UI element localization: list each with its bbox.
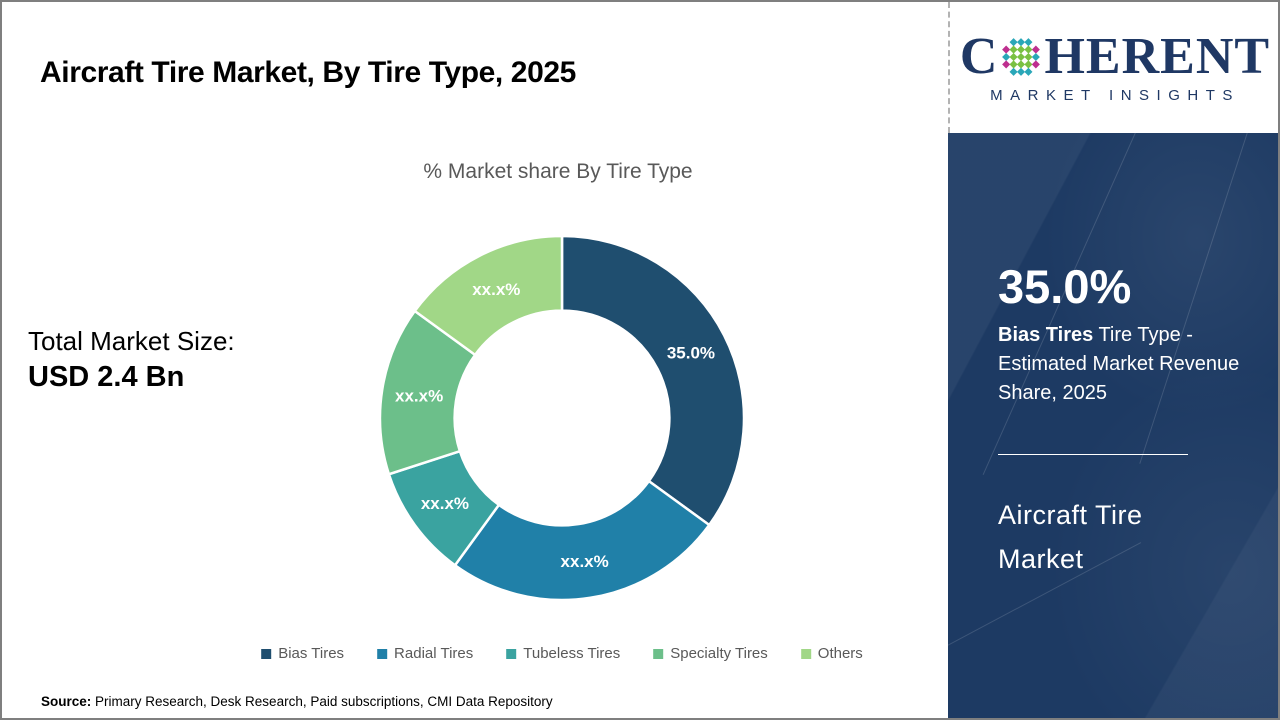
globe-dot (1009, 60, 1019, 69)
legend-label: Others (817, 645, 863, 662)
legend-label: Tubeless Tires (523, 645, 621, 662)
brand-logo-wordmark: C HERENT (960, 31, 1270, 83)
globe-dot (1009, 38, 1019, 47)
source-label: Source: (41, 694, 92, 709)
globe-dot (1032, 60, 1041, 69)
globe-dot (1002, 52, 1011, 62)
legend-swatch-icon (377, 648, 388, 659)
legend-swatch-icon (800, 648, 811, 659)
donut-chart-svg: 35.0% xx.x% xx.x% xx.x% xx.x% (378, 234, 746, 602)
brand-tagline: MARKET INSIGHTS (990, 87, 1240, 104)
globe-dot (1017, 38, 1026, 47)
donut-segment-radial-tires (453, 479, 711, 602)
source-note: Source: Primary Research, Desk Research,… (41, 694, 553, 709)
legend-item-radial-tires: Radial Tires (377, 645, 473, 662)
total-market-size-label: Total Market Size: (28, 326, 235, 356)
globe-dot (1002, 45, 1011, 54)
highlight-stat-description: Bias Tires Tire Type - Estimated Market … (998, 321, 1243, 408)
total-market-size: Total Market Size: USD 2.4 Bn (28, 326, 235, 394)
donut-segment-label: xx.x% (561, 552, 609, 571)
legend-item-specialty-tires: Specialty Tires (653, 645, 768, 662)
legend-swatch-icon (261, 648, 272, 659)
legend-swatch-icon (506, 648, 517, 659)
source-text: Primary Research, Desk Research, Paid su… (91, 694, 553, 709)
highlight-sidebar: 35.0% Bias Tires Tire Type - Estimated M… (948, 133, 1278, 718)
globe-dot (1002, 60, 1011, 69)
legend-label: Bias Tires (278, 645, 345, 662)
donut-segment-label: xx.x% (395, 386, 443, 405)
legend-item-others: Others (800, 645, 863, 662)
donut-segment-label: xx.x% (421, 494, 469, 513)
globe-dot (1017, 52, 1026, 62)
highlight-stat-value: 35.0% (998, 260, 1132, 313)
chart-title: % Market share By Tire Type (423, 160, 693, 183)
globe-dot (1032, 45, 1041, 54)
legend-label: Radial Tires (394, 645, 474, 662)
globe-dot (1009, 45, 1019, 54)
sidebar-divider (998, 454, 1188, 455)
donut-segment-bias-tires (560, 234, 746, 527)
legend-item-tubeless-tires: Tubeless Tires (506, 645, 620, 662)
globe-dot (1017, 67, 1026, 76)
globe-dot (1024, 52, 1033, 62)
brand-logo-letter-c: C (959, 28, 999, 85)
legend-swatch-icon (653, 648, 664, 659)
highlight-stat-segment: Bias Tires (998, 324, 1094, 346)
chart-legend: Bias Tires Radial Tires Tubeless Tires Spec… (261, 645, 863, 662)
highlight-stat-rest: Tire Type - Estimated Market Revenue Sha… (998, 324, 1240, 404)
globe-dot (1024, 45, 1033, 54)
donut-segment-others (413, 234, 564, 357)
globe-dot (1017, 45, 1026, 54)
globe-dot (1032, 52, 1041, 62)
donut-segment-label: xx.x% (472, 280, 520, 299)
brand-logo-rest: HERENT (1044, 28, 1271, 85)
globe-dot (1017, 60, 1026, 69)
donut-chart: 35.0% xx.x% xx.x% xx.x% xx.x% (360, 216, 764, 620)
globe-dot (1024, 38, 1033, 47)
legend-label: Specialty Tires (670, 645, 768, 662)
globe-dot (1024, 67, 1033, 76)
globe-dot (1009, 52, 1019, 62)
donut-segment-label: 35.0% (667, 343, 715, 362)
map-decoration-line (1139, 133, 1258, 464)
right-column: C HERENT MARKET INSIGHTS 35.0% Bias Tire… (948, 2, 1278, 718)
total-market-size-value: USD 2.4 Bn (28, 361, 185, 393)
globe-dots-icon (1002, 38, 1041, 76)
page-title: Aircraft Tire Market, By Tire Type, 2025 (40, 56, 576, 90)
globe-dot (1024, 60, 1033, 69)
brand-logo: C HERENT MARKET INSIGHTS (948, 2, 1278, 133)
report-market-name: Aircraft Tire Market (998, 500, 1143, 574)
legend-item-bias-tires: Bias Tires (261, 645, 344, 662)
globe-dot (1009, 67, 1019, 76)
